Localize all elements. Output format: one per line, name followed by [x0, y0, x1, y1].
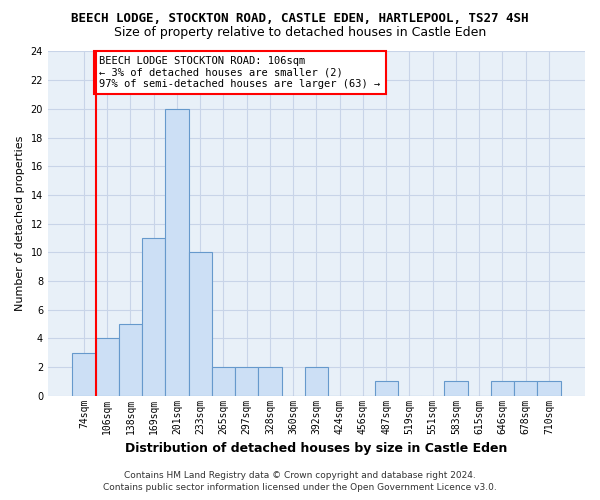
Bar — [491, 382, 514, 396]
Bar — [374, 382, 398, 396]
Text: Size of property relative to detached houses in Castle Eden: Size of property relative to detached ho… — [114, 26, 486, 39]
Bar — [188, 252, 212, 396]
Text: BEECH LODGE, STOCKTON ROAD, CASTLE EDEN, HARTLEPOOL, TS27 4SH: BEECH LODGE, STOCKTON ROAD, CASTLE EDEN,… — [71, 12, 529, 26]
Y-axis label: Number of detached properties: Number of detached properties — [15, 136, 25, 312]
Bar — [142, 238, 166, 396]
Bar — [538, 382, 560, 396]
Bar — [305, 367, 328, 396]
Bar — [95, 338, 119, 396]
Text: Contains HM Land Registry data © Crown copyright and database right 2024.
Contai: Contains HM Land Registry data © Crown c… — [103, 471, 497, 492]
Bar — [235, 367, 259, 396]
Bar — [73, 352, 95, 396]
Bar — [166, 109, 188, 396]
Bar — [259, 367, 281, 396]
Bar — [212, 367, 235, 396]
Bar — [514, 382, 538, 396]
Text: BEECH LODGE STOCKTON ROAD: 106sqm
← 3% of detached houses are smaller (2)
97% of: BEECH LODGE STOCKTON ROAD: 106sqm ← 3% o… — [99, 56, 380, 89]
Bar — [119, 324, 142, 396]
Bar — [445, 382, 467, 396]
X-axis label: Distribution of detached houses by size in Castle Eden: Distribution of detached houses by size … — [125, 442, 508, 455]
